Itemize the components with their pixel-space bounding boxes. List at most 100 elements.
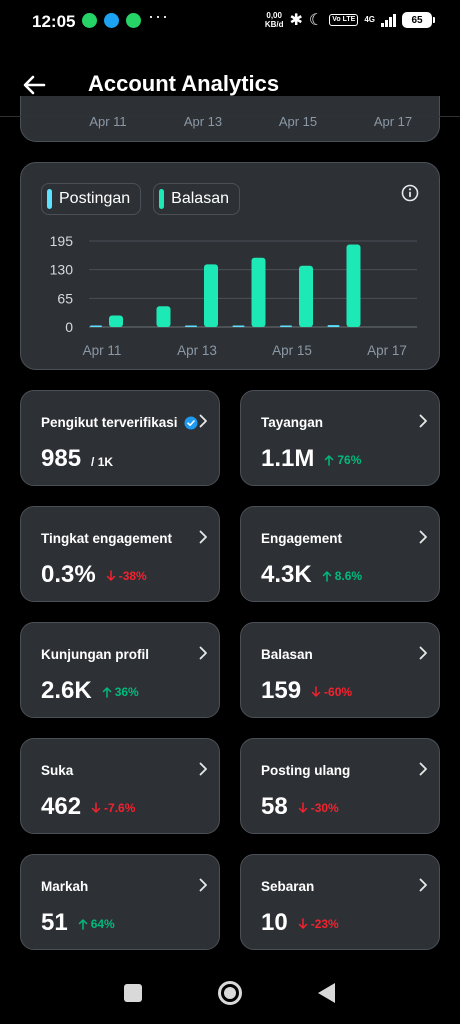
y-tick-label: 0 bbox=[65, 319, 73, 335]
legend-swatch bbox=[159, 189, 165, 209]
battery-icon: 65 bbox=[402, 12, 435, 28]
metric-card-engagement[interactable]: Engagement 4.3K 8.6% bbox=[240, 506, 440, 602]
metric-card-pengikut-terverifikasi[interactable]: Pengikut terverifikasi 985 / 1K bbox=[20, 390, 220, 486]
metric-value: 2.6K bbox=[41, 677, 92, 704]
metric-value: 462 bbox=[41, 793, 82, 820]
x-tick-label: Apr 13 bbox=[183, 114, 223, 129]
volte-badge: Vo LTE bbox=[329, 14, 359, 26]
metric-delta: -30% bbox=[298, 801, 339, 815]
metric-delta: 76% bbox=[324, 453, 361, 467]
metric-value-row: 985 / 1K bbox=[41, 445, 113, 473]
metric-value-row: 51 64% bbox=[41, 909, 115, 937]
metric-card-balasan[interactable]: Balasan 159 -60% bbox=[240, 622, 440, 718]
metric-value-row: 159 -60% bbox=[261, 677, 352, 705]
bar-balasan bbox=[346, 244, 361, 327]
bluetooth-icon: ✱ bbox=[289, 12, 303, 29]
arrow-down-icon bbox=[298, 918, 307, 929]
chevron-right-icon bbox=[419, 414, 427, 428]
y-tick-label: 130 bbox=[50, 262, 74, 278]
recents-button[interactable] bbox=[124, 984, 142, 1002]
metric-label: Posting ulang bbox=[261, 763, 351, 778]
home-button[interactable] bbox=[218, 981, 242, 1005]
legend-label: Postingan bbox=[59, 190, 131, 207]
arrow-up-icon bbox=[78, 919, 87, 930]
arrow-down-icon bbox=[106, 570, 115, 581]
metric-card-tingkat-engagement[interactable]: Tingkat engagement 0.3% -38% bbox=[20, 506, 220, 602]
x-tick-label: Apr 15 bbox=[278, 114, 318, 129]
x-tick-label: Apr 15 bbox=[272, 343, 312, 358]
metric-card-tayangan[interactable]: Tayangan 1.1M 76% bbox=[240, 390, 440, 486]
arrow-down-icon bbox=[311, 686, 321, 697]
metric-value-row: 4.3K 8.6% bbox=[261, 561, 362, 589]
back-arrow-icon[interactable] bbox=[20, 70, 50, 100]
metric-delta: 36% bbox=[102, 685, 139, 699]
bar-postingan bbox=[327, 325, 340, 327]
y-tick-label: 65 bbox=[57, 290, 73, 306]
metric-sub: / 1K bbox=[91, 455, 114, 469]
metric-delta: -23% bbox=[298, 917, 339, 931]
arrow-up-icon bbox=[322, 571, 331, 582]
chevron-right-icon bbox=[199, 646, 207, 660]
chevron-right-icon bbox=[199, 762, 207, 776]
phone-icon bbox=[126, 13, 141, 28]
chevron-right-icon bbox=[419, 762, 427, 776]
metric-value-row: 58 -30% bbox=[261, 793, 339, 821]
metric-value: 1.1M bbox=[261, 445, 315, 472]
metric-value: 4.3K bbox=[261, 561, 312, 588]
metric-value-row: 462 -7.6% bbox=[41, 793, 135, 821]
legend-item-postingan[interactable]: Postingan bbox=[41, 183, 142, 215]
verified-badge-icon bbox=[184, 416, 198, 429]
metric-label: Engagement bbox=[261, 531, 343, 546]
metric-value: 10 bbox=[261, 909, 288, 936]
metric-value-row: 1.1M 76% bbox=[261, 445, 361, 473]
metric-label: Tingkat engagement bbox=[41, 531, 173, 546]
status-bar: 12:05 ··· 0,00 KB/d ✱ ☾ Vo LTE 4G 65 bbox=[0, 0, 460, 44]
x-tick-label: Apr 13 bbox=[177, 343, 217, 358]
metric-card-kunjungan-profil[interactable]: Kunjungan profil 2.6K 36% bbox=[20, 622, 220, 718]
moon-icon: ☾ bbox=[308, 12, 324, 29]
chevron-right-icon bbox=[419, 530, 427, 544]
metric-value: 159 bbox=[261, 677, 302, 704]
x-tick-label: Apr 11 bbox=[89, 114, 127, 129]
bar-balasan bbox=[156, 306, 171, 327]
previous-chart-x-axis: Apr 11 Apr 13 Apr 15 Apr 17 bbox=[21, 114, 439, 132]
chevron-right-icon bbox=[199, 530, 207, 544]
page-title: Account Analytics bbox=[88, 71, 280, 96]
metric-value-row: 0.3% -38% bbox=[41, 561, 147, 589]
metric-value: 985 bbox=[41, 445, 82, 472]
arrow-down-icon bbox=[298, 802, 307, 813]
legend-item-balasan[interactable]: Balasan bbox=[153, 183, 240, 215]
metric-card-posting-ulang[interactable]: Posting ulang 58 -30% bbox=[240, 738, 440, 834]
metric-label: Balasan bbox=[261, 647, 313, 662]
x-tick-label: Apr 11 bbox=[83, 343, 122, 358]
bar-postingan bbox=[185, 325, 197, 327]
metric-label: Kunjungan profil bbox=[41, 647, 149, 662]
network-type: 4G bbox=[364, 15, 375, 24]
x-tick-label: Apr 17 bbox=[367, 343, 407, 358]
metric-card-markah[interactable]: Markah 51 64% bbox=[20, 854, 220, 950]
metric-label: Markah bbox=[41, 879, 89, 894]
y-tick-label: 195 bbox=[50, 233, 74, 249]
bar-postingan bbox=[280, 325, 292, 327]
bar-chart: 0 65 130 195 Apr 11 Apr 13 Apr 15 Apr 17 bbox=[50, 233, 417, 358]
metric-label: Sebaran bbox=[261, 879, 315, 894]
metric-card-sebaran[interactable]: Sebaran 10 -23% bbox=[240, 854, 440, 950]
app-icon bbox=[104, 13, 119, 28]
x-tick-label: Apr 17 bbox=[373, 114, 413, 129]
bar-postingan bbox=[90, 325, 102, 327]
metric-value: 58 bbox=[261, 793, 288, 820]
system-nav-bar bbox=[0, 966, 460, 1024]
metric-delta: 8.6% bbox=[322, 569, 362, 583]
chart-legend: Postingan Balasan bbox=[41, 183, 240, 215]
legend-swatch bbox=[47, 189, 52, 209]
legend-label: Balasan bbox=[171, 190, 229, 207]
metric-card-suka[interactable]: Suka 462 -7.6% bbox=[20, 738, 220, 834]
back-button[interactable] bbox=[318, 983, 335, 1003]
arrow-up-icon bbox=[325, 455, 334, 466]
arrow-up-icon bbox=[102, 687, 111, 698]
arrow-down-icon bbox=[91, 802, 101, 813]
bar-balasan bbox=[251, 257, 266, 327]
bar-balasan bbox=[204, 264, 218, 327]
info-icon[interactable] bbox=[401, 184, 419, 202]
signal-icon bbox=[381, 13, 396, 27]
